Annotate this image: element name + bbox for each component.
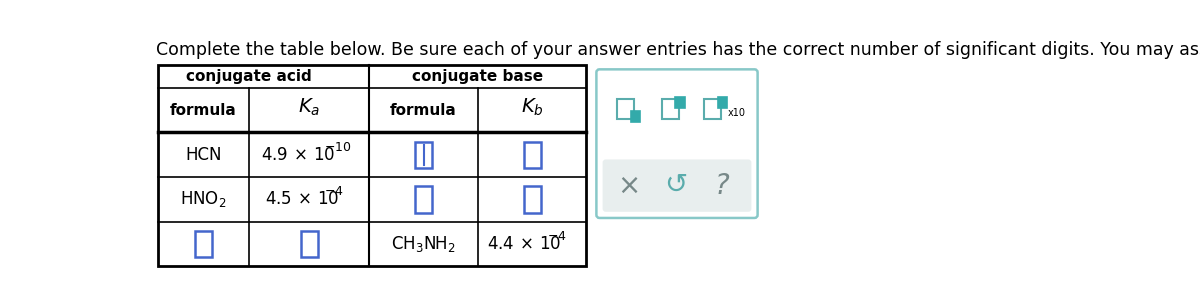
FancyBboxPatch shape (617, 99, 634, 119)
FancyBboxPatch shape (194, 231, 212, 257)
FancyBboxPatch shape (415, 186, 432, 213)
FancyBboxPatch shape (523, 142, 541, 168)
Text: $-4$: $-4$ (547, 230, 566, 243)
Text: Complete the table below. Be sure each of your answer entries has the correct nu: Complete the table below. Be sure each o… (156, 41, 1200, 59)
Text: $4.4\,\times\,10$: $4.4\,\times\,10$ (487, 235, 562, 253)
Text: conjugate acid: conjugate acid (186, 69, 312, 84)
Text: HNO$_2$: HNO$_2$ (180, 189, 227, 210)
FancyBboxPatch shape (676, 97, 685, 108)
FancyBboxPatch shape (301, 231, 318, 257)
FancyBboxPatch shape (602, 159, 751, 212)
Text: $-10$: $-10$ (324, 141, 352, 154)
Text: CH$_3$NH$_2$: CH$_3$NH$_2$ (391, 234, 456, 254)
Text: ↺: ↺ (664, 171, 688, 199)
Text: $4.5\,\times\,10$: $4.5\,\times\,10$ (265, 191, 338, 208)
Text: ×: × (617, 172, 641, 200)
Text: x10: x10 (727, 108, 745, 118)
Text: ?: ? (714, 172, 730, 200)
Text: $-4$: $-4$ (324, 185, 344, 198)
FancyBboxPatch shape (415, 142, 432, 168)
FancyBboxPatch shape (596, 69, 757, 218)
Text: $K_b$: $K_b$ (521, 97, 544, 118)
FancyBboxPatch shape (704, 99, 721, 119)
Text: formula: formula (170, 103, 236, 118)
Text: HCN: HCN (185, 146, 222, 164)
Text: formula: formula (390, 103, 457, 118)
FancyBboxPatch shape (523, 186, 541, 213)
Text: $4.9\,\times\,10$: $4.9\,\times\,10$ (260, 146, 335, 164)
Text: $K_a$: $K_a$ (298, 97, 320, 118)
FancyBboxPatch shape (718, 97, 727, 108)
FancyBboxPatch shape (630, 111, 640, 122)
Text: conjugate base: conjugate base (413, 69, 544, 84)
FancyBboxPatch shape (661, 99, 678, 119)
